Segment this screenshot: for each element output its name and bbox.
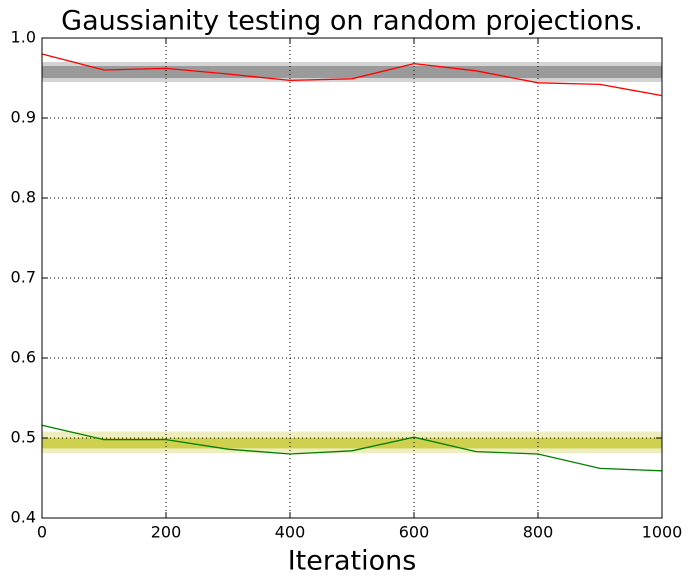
chart-title: Gaussianity testing on random projection…: [61, 6, 643, 37]
plot-frame: [41, 37, 663, 519]
line-series: [41, 424, 663, 472]
x-tick-label: 200: [151, 523, 182, 542]
x-axis-label: Iterations: [288, 546, 417, 577]
x-tick-label: 800: [523, 523, 554, 542]
x-tick-label: 0: [37, 523, 47, 542]
y-tick-label: 0.9: [11, 108, 36, 127]
x-tick-label: 400: [275, 523, 306, 542]
band: [42, 438, 662, 449]
y-tick-label: 0.5: [11, 428, 36, 447]
y-tick-label: 1.0: [11, 28, 36, 47]
line-series: [41, 53, 663, 97]
y-tick-label: 0.4: [11, 508, 36, 527]
y-tick-label: 0.8: [11, 188, 36, 207]
x-tick-label: 600: [399, 523, 430, 542]
y-tick-label: 0.7: [11, 268, 36, 287]
x-tick-label: 1000: [642, 523, 683, 542]
y-tick-label: 0.6: [11, 348, 36, 367]
band: [42, 66, 662, 78]
